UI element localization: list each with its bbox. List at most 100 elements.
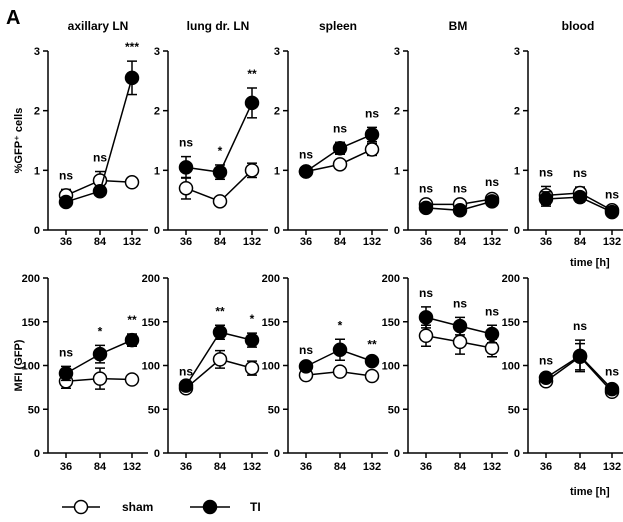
legend-ti-label: TI <box>250 500 261 514</box>
point-ti <box>484 194 500 209</box>
y-tick-label: 150 <box>382 317 400 329</box>
x-tick-label: 36 <box>180 236 192 248</box>
x-tick-label: 36 <box>60 236 72 248</box>
x-tick-label: 132 <box>603 461 621 473</box>
point-ti <box>124 70 140 86</box>
time-axis-label-top: time [h] <box>570 257 610 269</box>
y-tick-label: 2 <box>154 106 160 118</box>
y-tick-label: 200 <box>142 273 160 285</box>
x-tick-label: 132 <box>243 461 261 473</box>
significance-label: ns <box>485 175 499 189</box>
significance-label: ns <box>299 343 313 357</box>
y-tick-label: 50 <box>148 404 160 416</box>
point-ti <box>244 332 260 348</box>
x-tick-label: 36 <box>180 461 192 473</box>
point-sham <box>244 163 260 178</box>
significance-label: ns <box>605 365 619 379</box>
x-tick-label: 132 <box>483 236 501 248</box>
y-tick-label: 50 <box>268 404 280 416</box>
significance-label: ns <box>573 166 587 180</box>
x-tick-label: 84 <box>334 461 347 473</box>
significance-label: ns <box>453 296 467 310</box>
y-tick-label: 2 <box>394 106 400 118</box>
subplot-title: blood <box>562 19 595 33</box>
significance-label: ns <box>93 151 107 165</box>
subplot-5: blood 0 1 2 3 36 84 132 ns ns ns <box>514 19 623 248</box>
legend-ti-marker <box>202 499 218 515</box>
x-tick-label: 36 <box>420 236 432 248</box>
x-tick-label: 132 <box>123 236 141 248</box>
x-tick-label: 132 <box>363 236 381 248</box>
point-sham <box>124 175 140 190</box>
significance-label: ns <box>299 148 313 162</box>
significance-label: ns <box>419 182 433 196</box>
point-ti <box>212 325 228 340</box>
y-tick-label: 2 <box>514 106 520 118</box>
y-tick-label: 150 <box>502 317 520 329</box>
y-tick-label: 50 <box>28 404 40 416</box>
subplot-3: spleen 0 1 2 3 36 84 132 ns ns ns <box>274 19 388 248</box>
point-ti <box>212 164 228 180</box>
point-ti <box>298 164 314 179</box>
significance-label: ns <box>59 345 73 359</box>
point-sham <box>418 328 434 343</box>
y-tick-label: 200 <box>22 273 40 285</box>
y-tick-label: 0 <box>394 448 400 460</box>
point-ti <box>364 353 380 369</box>
x-tick-label: 36 <box>540 461 552 473</box>
y-tick-label: 0 <box>274 448 280 460</box>
significance-label: *** <box>125 40 139 54</box>
y-tick-label: 3 <box>154 46 160 58</box>
x-tick-label: 36 <box>420 461 432 473</box>
significance-label: ns <box>333 121 347 135</box>
subplot-title: lung dr. LN <box>187 19 250 33</box>
x-tick-label: 132 <box>603 236 621 248</box>
significance-label: ns <box>605 188 619 202</box>
subplot-title: spleen <box>319 19 357 33</box>
significance-label: * <box>250 312 255 326</box>
y-axis-label: %GFP⁺ cells <box>13 108 25 174</box>
x-tick-label: 84 <box>574 461 587 473</box>
x-tick-label: 84 <box>334 236 347 248</box>
y-tick-label: 1 <box>394 165 400 177</box>
point-sham <box>364 142 380 157</box>
subplot-10: 0 50 100 150 200 36 84 132 ns ns ns <box>502 273 623 473</box>
x-tick-label: 36 <box>540 236 552 248</box>
legend: sham TI <box>62 499 261 515</box>
subplot-title: BM <box>449 19 468 33</box>
point-sham <box>124 372 140 387</box>
legend-sham-marker <box>73 499 89 515</box>
point-ti <box>452 318 468 334</box>
significance-label: ns <box>419 286 433 300</box>
point-ti <box>418 310 434 325</box>
point-ti <box>92 183 108 199</box>
significance-label: ns <box>365 106 379 120</box>
point-ti <box>178 160 194 175</box>
point-ti <box>178 378 194 393</box>
x-tick-label: 84 <box>94 461 107 473</box>
y-tick-label: 1 <box>274 165 280 177</box>
subplot-1: axillary LN 0 1 2 3 36 84 132 %GFP⁺ cells ns ns *** <box>13 19 148 248</box>
point-sham <box>212 352 228 367</box>
x-tick-label: 84 <box>94 236 107 248</box>
significance-label: * <box>98 324 103 338</box>
significance-label: ** <box>247 67 257 81</box>
y-tick-label: 3 <box>394 46 400 58</box>
x-tick-label: 84 <box>574 236 587 248</box>
x-tick-label: 36 <box>300 461 312 473</box>
legend-sham-label: sham <box>122 500 153 514</box>
point-ti <box>58 366 74 381</box>
point-sham <box>178 180 194 196</box>
point-ti <box>124 332 140 348</box>
significance-label: ns <box>453 182 467 196</box>
point-ti <box>298 359 314 374</box>
y-tick-label: 150 <box>142 317 160 329</box>
point-ti <box>538 191 554 207</box>
y-tick-label: 0 <box>274 225 280 237</box>
y-tick-label: 1 <box>34 165 40 177</box>
point-ti <box>418 200 434 216</box>
